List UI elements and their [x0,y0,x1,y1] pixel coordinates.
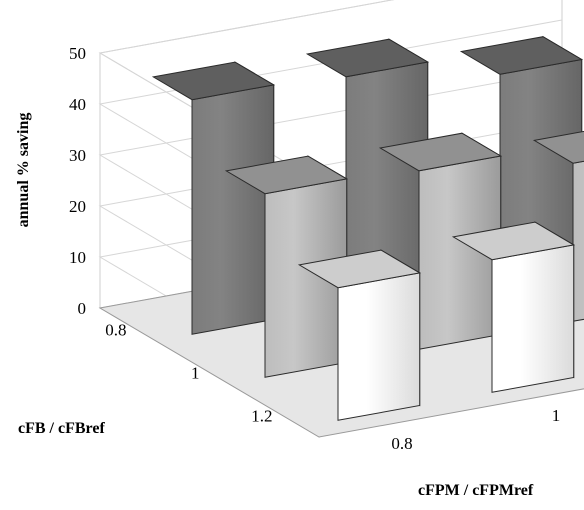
z-tick-label: 10 [69,248,86,267]
y-tick-label: 0.8 [105,321,126,340]
bar-top [297,249,422,289]
y-tick-label: 1 [191,364,200,383]
bar-top [378,132,503,172]
bar-top [151,61,276,101]
bar-top [459,36,584,75]
bar-front [337,272,421,421]
z-tick-label: 30 [69,146,86,165]
y-axis-title: cFB / cFBref [18,420,105,437]
bar-top [224,155,349,195]
z-tick-label: 20 [69,197,86,216]
bar-top [451,221,576,261]
z-tick-label: 50 [69,44,86,63]
bar-2-1 [451,221,576,393]
bar-top [532,130,584,164]
x-axis-title: cFPM / cFPMref [418,482,534,499]
bars [151,35,584,421]
bar-front [572,160,584,322]
x-tick-label: 1 [552,406,561,425]
z-axis-title: annual % saving [15,113,32,228]
y-axis-ticks: 0.8 1 1.2 [105,321,272,426]
bar-top [305,38,430,78]
z-axis-ticks: 0 10 20 30 40 50 [69,44,86,318]
bar-0-1 [305,38,430,307]
x-tick-label: 0.8 [391,434,412,453]
bar-2-0 [297,249,422,421]
z-tick-label: 0 [78,299,87,318]
y-tick-label: 1.2 [251,407,272,426]
bar-1-1 [378,132,503,350]
bar-0-0 [151,61,276,335]
z-tick-label: 40 [69,95,86,114]
bar-1-2 [532,130,584,322]
bar-front [491,244,575,393]
bar-1-0 [224,155,349,378]
x-axis-ticks: 0.811.2 [391,406,561,453]
bar-front [191,84,275,335]
